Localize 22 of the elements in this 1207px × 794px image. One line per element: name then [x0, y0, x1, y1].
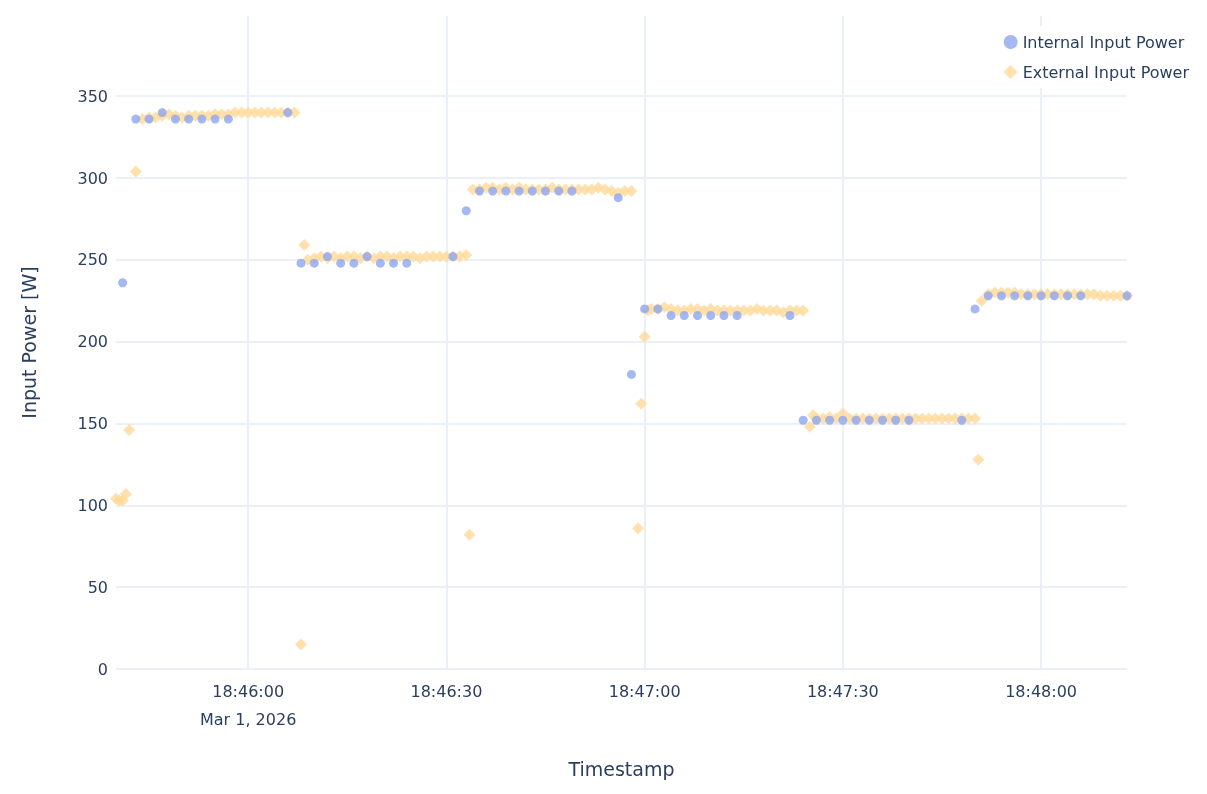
- legend-label: External Input Power: [1022, 62, 1190, 82]
- point: [798, 415, 808, 425]
- y-tick-label: 350: [77, 86, 108, 106]
- y-axis-title: Input Power [W]: [17, 266, 40, 419]
- y-tick-label: 200: [77, 332, 108, 352]
- y-tick-label: 300: [77, 168, 108, 188]
- x-tick-label: 18:46:30: [410, 681, 483, 701]
- point: [626, 369, 636, 379]
- x-tick-label: 18:46:00 Mar 1, 2026: [199, 681, 297, 729]
- x-axis-title: Timestamp: [567, 757, 675, 780]
- y-tick-label: 150: [77, 414, 108, 434]
- legend-label: Internal Input Power: [1022, 32, 1185, 52]
- y-tick-label: 250: [77, 250, 108, 270]
- point: [970, 304, 980, 314]
- y-tick-label: 50: [87, 577, 108, 597]
- x-tick-label: 18:47:30: [806, 681, 879, 701]
- x-tick-label: 18:48:00: [1005, 681, 1078, 701]
- x-tick-label: 18:47:00: [608, 681, 681, 701]
- point: [461, 206, 471, 216]
- y-tick-label: 100: [77, 495, 108, 515]
- y-tick-label: 0: [97, 659, 108, 679]
- point: [118, 278, 128, 288]
